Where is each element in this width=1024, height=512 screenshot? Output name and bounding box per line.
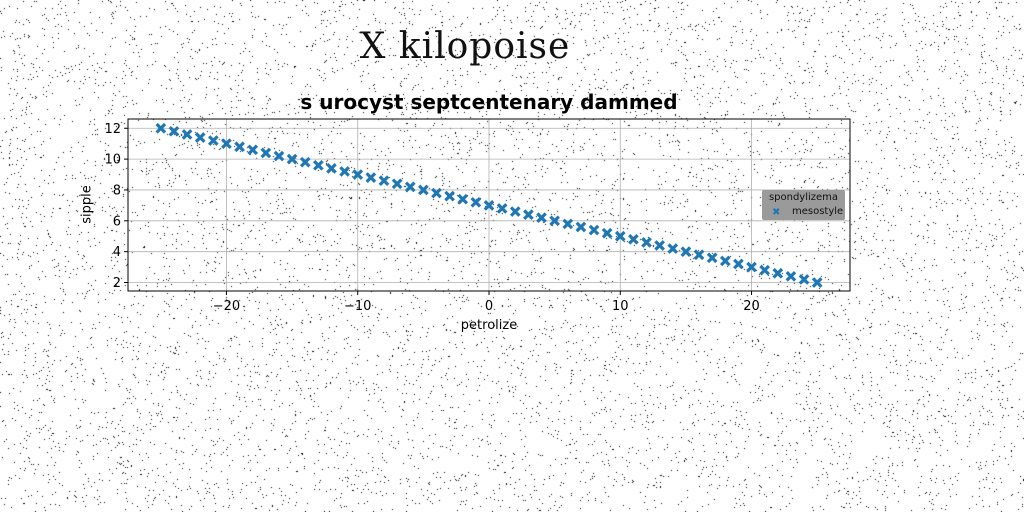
data-point-x-marker bbox=[655, 241, 663, 249]
x-tick-label: −20 bbox=[213, 299, 240, 314]
data-point-x-marker bbox=[380, 177, 388, 185]
data-point-x-marker bbox=[314, 161, 322, 169]
data-point-x-marker bbox=[721, 257, 729, 265]
data-point-x-marker bbox=[577, 223, 585, 231]
data-point-x-marker bbox=[340, 167, 348, 175]
y-tick-label: 8 bbox=[113, 183, 121, 198]
data-point-x-marker bbox=[590, 226, 598, 234]
y-tick-label: 12 bbox=[104, 122, 121, 137]
data-point-x-marker bbox=[774, 269, 782, 277]
data-point-x-marker bbox=[472, 198, 480, 206]
data-point-x-marker bbox=[262, 149, 270, 157]
data-point-x-marker bbox=[249, 146, 257, 154]
legend-marker-x-icon: ✖ bbox=[772, 207, 780, 218]
x-axis-label: petrolize bbox=[128, 318, 850, 333]
x-tick-label: 0 bbox=[485, 299, 493, 314]
data-point-x-marker bbox=[393, 180, 401, 188]
legend-entry-label: mesostyle bbox=[792, 206, 843, 217]
y-axis-label: sipple bbox=[80, 160, 95, 250]
x-tick-label: 20 bbox=[743, 299, 760, 314]
y-tick-label: 10 bbox=[104, 153, 121, 168]
data-point-x-marker bbox=[183, 130, 191, 138]
data-point-x-marker bbox=[196, 133, 204, 141]
data-point-x-marker bbox=[603, 229, 611, 237]
data-point-x-marker bbox=[327, 164, 335, 172]
legend-title: spondylizema bbox=[762, 192, 845, 203]
y-tick-label: 6 bbox=[113, 214, 121, 229]
x-tick-label: 10 bbox=[612, 299, 629, 314]
data-point-x-marker bbox=[524, 210, 532, 218]
data-point-x-marker bbox=[209, 136, 217, 144]
data-point-x-marker bbox=[235, 143, 243, 151]
data-point-x-marker bbox=[787, 272, 795, 280]
data-point-x-marker bbox=[459, 195, 467, 203]
data-point-x-marker bbox=[445, 192, 453, 200]
legend: spondylizema ✖ mesostyle bbox=[762, 190, 845, 220]
y-tick-label: 2 bbox=[113, 276, 121, 291]
y-tick-label: 4 bbox=[113, 245, 121, 260]
x-tick-label: −10 bbox=[344, 299, 371, 314]
data-point-x-marker bbox=[498, 204, 506, 212]
data-point-x-marker bbox=[708, 254, 716, 262]
data-point-x-marker bbox=[734, 260, 742, 268]
data-point-x-marker bbox=[367, 173, 375, 181]
data-point-x-marker bbox=[642, 238, 650, 246]
data-point-x-marker bbox=[760, 266, 768, 274]
data-point-x-marker bbox=[629, 235, 637, 243]
data-point-x-marker bbox=[511, 207, 519, 215]
